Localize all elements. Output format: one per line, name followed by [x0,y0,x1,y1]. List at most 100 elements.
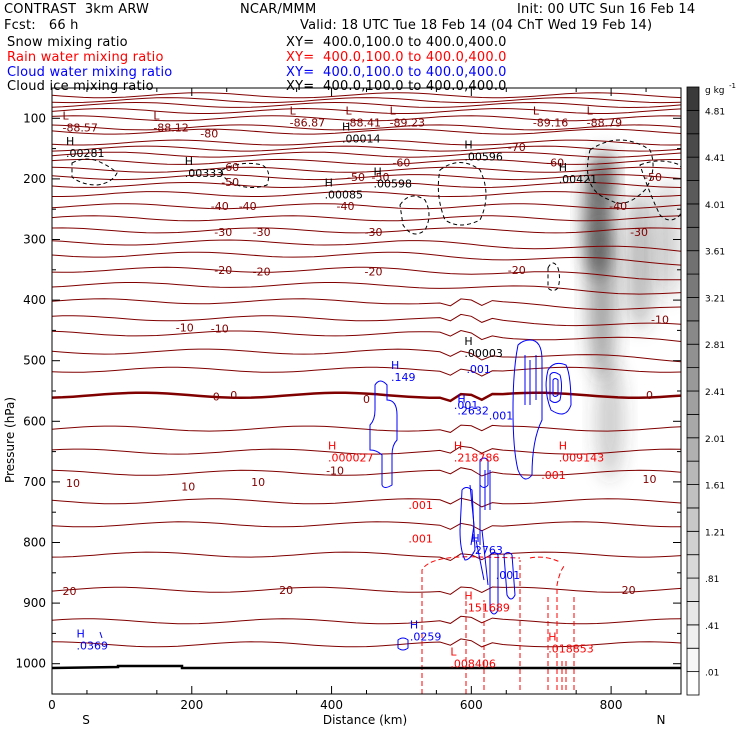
isotherm-line [52,139,681,146]
snow-shade-region [588,220,616,380]
cloud-water-contour [99,631,103,639]
cloud-ice-extremum-value: -89.23 [390,117,425,130]
rain-water-extremum-value: .018853 [548,643,594,656]
cloud-water-contour [469,484,481,546]
snow-shade-region [626,190,654,330]
cloud-ice-extremum-marker: H [185,155,193,168]
contour-labels: -80-70-60 -60 -60-50 -50 -50 -50-40 -40 -40 -40-… [62,105,669,671]
colorbar-swatch [686,273,700,298]
isotherm-line [52,313,681,327]
colorbar-label: 3.61 [705,248,725,258]
isotherm-label: -20 [253,266,271,279]
isotherm-label: -40 [609,200,627,213]
cloud-water-contour-label: .001 [466,363,491,376]
colorbar-swatch [686,671,700,696]
cloud-ice-extremum-value: .00085 [325,189,364,202]
y-tick-label: 900 [23,596,46,610]
colorbar-label: 1.21 [705,528,725,538]
cloud-ice-contour [547,262,560,291]
isotherm-line [52,551,681,562]
cloud-water-contour [369,380,398,488]
rain-water-extremum-value: .009143 [559,452,605,465]
isotherm-label: 20 [622,584,636,597]
cloud-ice-contours [71,139,681,291]
colorbar-label: 2.01 [705,435,725,445]
cloud-ice-extremum-value: .00014 [342,132,381,145]
legend-cloud-water-xy: XY= 400.0,100.0 to 400.0,400.0 [286,65,507,80]
cloud-water-contour [545,362,572,415]
isotherm-label: -80 [200,127,218,140]
isotherm-line [52,174,681,181]
valid-time: Valid: 18 UTC Tue 18 Feb 14 (04 ChT Wed … [300,18,653,33]
colorbar-swatch [686,507,700,532]
isotherm-line [52,92,681,99]
cloud-ice-extremum-marker: H [464,335,472,348]
cloud-water-extremum-value: .0369 [76,640,108,653]
x-tick-label: 200 [180,698,203,712]
isotherm-label: -60 [546,157,564,170]
isotherm-label: -30 [630,226,648,239]
rain-water-extremum-marker: H [559,440,567,453]
colorbar-label: .01 [705,669,719,679]
rain-water-extremum-marker: H [548,631,556,644]
colorbar-swatch [686,156,700,181]
colorbar-swatch [686,86,700,111]
cloud-ice-extremum-marker: H [373,166,381,179]
isotherm-label: -10 [651,313,669,326]
cloud-water-extremum-value: .2632 [457,404,489,417]
cloud-water-contour [475,529,489,586]
cloud-water-extremum-value: .2763 [471,544,503,557]
isotherm-line [52,145,681,152]
colorbar-swatch [686,109,700,135]
cloud-ice-contour [639,160,681,221]
colorbar-unit: g kg [705,86,725,96]
rain-water-contour [421,556,521,694]
cloud-ice-extremum-marker: H [559,161,567,174]
isotherm-label: -10 [326,464,344,477]
cloud-ice-contour [71,158,118,186]
cloud-water-extremum-marker: H [76,628,84,641]
colorbar-label: 3.21 [705,294,725,304]
isotherm-line [52,251,681,266]
rain-water-contour-label: .001 [541,469,566,482]
cloud-ice-extremum-marker: L [62,109,69,122]
cloud-ice-extremum-value: .00333 [185,167,224,180]
isotherm-line [52,391,681,403]
x-tick-label: 600 [460,698,483,712]
cloud-water-contour [459,487,476,561]
isotherm-line [52,124,681,131]
x-tick-label: 800 [600,698,623,712]
isotherm-label: 0 [230,389,237,402]
organization-label: NCAR/MMM [240,2,317,17]
cloud-ice-extremum-value: -88.12 [153,121,188,134]
colorbar-swatch [686,133,700,158]
isotherm-line [52,166,681,173]
rain-water-contour [529,556,561,563]
isotherm-label: -70 [508,141,526,154]
x-axis-title: Distance (km) [323,713,407,727]
legend-rain-label: Rain water mixing ratio [7,50,164,65]
isotherm-label: -60 [392,157,410,170]
y-tick-label: 800 [23,536,46,550]
isotherm-line [52,329,681,342]
cloud-ice-contour [587,139,654,204]
colorbar-swatch [686,460,700,485]
isotherm-label: 10 [181,481,195,494]
isotherm-line [52,107,681,114]
legend-snow-label: Snow mixing ratio [7,35,128,50]
colorbar-swatch [686,413,700,439]
isotherm-line [52,424,681,433]
colorbar-swatch [686,250,700,275]
y-tick-label: 500 [23,354,46,368]
isotherm-line [52,191,681,198]
isotherm-label: -50 [644,171,662,184]
colorbar-label: 4.01 [705,201,725,211]
colorbar-swatch [686,554,700,579]
y-tick-label: 1000 [15,657,46,671]
isotherm-label: -40 [239,200,257,213]
colorbar-swatch [686,180,700,205]
y-tick-label: 600 [23,414,46,428]
colorbar-label: 2.81 [705,341,725,351]
cloud-water-contour-label: .001 [496,569,521,582]
temperature-contours [52,92,681,648]
